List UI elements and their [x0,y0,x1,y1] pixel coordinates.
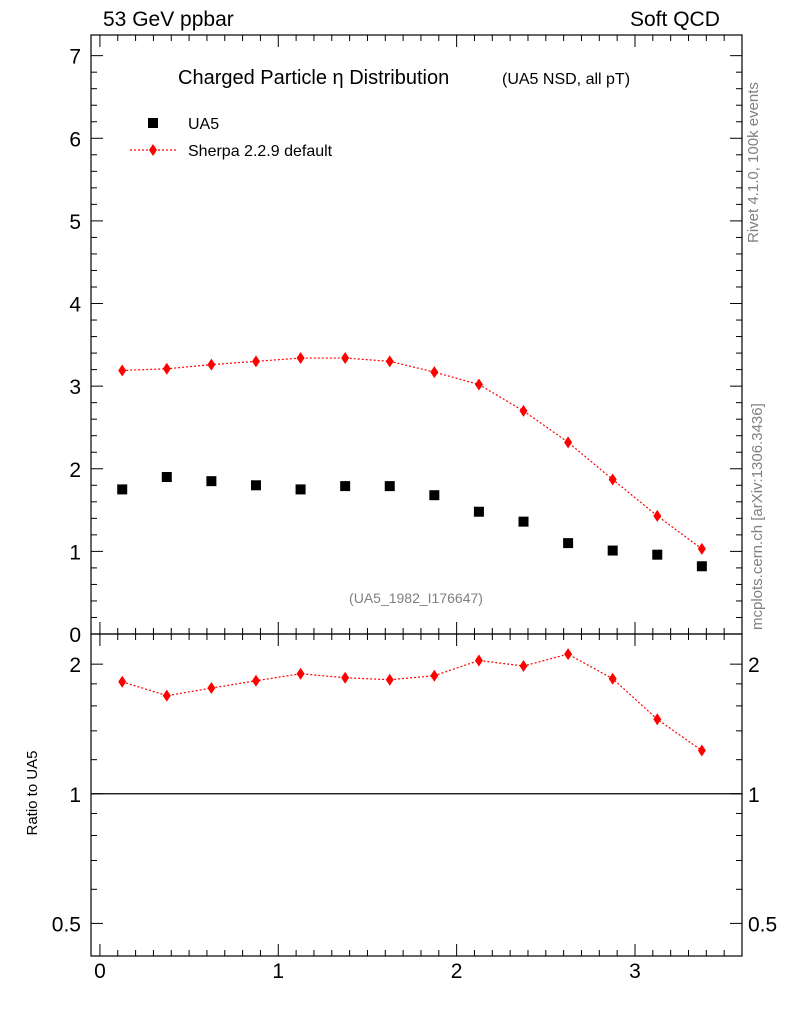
y-tick-label: 5 [69,211,81,234]
ratio-line [122,653,703,752]
x-tick-label: 3 [629,960,641,983]
y-tick-label-right: 0.5 [748,913,777,936]
x-tick-labels: 0 1 2 3 [94,960,641,983]
ratio-point [474,654,483,667]
data-point [563,538,574,549]
y-tick-label: 3 [69,376,81,399]
data-point [429,490,440,501]
category-label: Soft QCD [630,8,720,31]
mc-point [697,542,706,555]
ratio-point [653,713,662,726]
data-point [652,549,663,560]
mc-series-points [118,352,706,555]
data-point [295,484,306,495]
y-tick-label-right: 1 [748,784,760,807]
ratio-point [564,648,573,661]
mc-series-line [122,357,703,550]
ratio-point [118,675,127,688]
ratio-point [385,673,394,686]
data-point [117,484,128,495]
chart-subtitle: (UA5 NSD, all pT) [502,71,630,88]
ratio-y-axis-label: Ratio to UA5 [24,750,41,835]
main-panel: 0 1 2 3 4 5 6 7 Charged Particle η Distribution… [69,34,743,647]
ratio-point [207,682,216,695]
data-point [206,476,217,487]
data-point [696,561,707,572]
data-series-points [117,472,707,572]
mc-point [296,352,305,365]
data-point [607,545,618,556]
mc-point [385,355,394,368]
data-point [518,516,529,527]
y-tick-label: 6 [69,128,81,151]
mc-point [474,378,483,391]
ratio-panel: 0.5 0.5 1 1 2 2 0 1 2 3 Ratio to UA5 [24,633,777,983]
mc-point [251,355,260,368]
ratio-point [251,674,260,687]
y-tick-label: 2 [69,654,81,677]
ratio-point [341,671,350,684]
mc-point [653,509,662,522]
data-point [384,481,395,492]
ratio-point [519,660,528,673]
data-point [473,506,484,517]
data-point [161,472,172,483]
legend-mc-marker [149,144,157,156]
main-y-tick-labels: 0 1 2 3 4 5 6 7 [69,46,81,647]
analysis-id-annotation: (UA5_1982_I176647) [349,590,483,606]
chart-title: Charged Particle η Distribution [178,67,449,89]
y-tick-label: 7 [69,46,81,69]
ratio-point [430,669,439,682]
mc-point [430,366,439,379]
ratio-y-tick-labels: 0.5 0.5 1 1 2 2 [52,654,777,936]
x-tick-label: 2 [451,960,463,983]
legend: UA5 Sherpa 2.2.9 default [130,116,333,160]
ratio-panel-frame [90,633,743,957]
y-tick-label: 1 [69,541,81,564]
ratio-point [296,667,305,680]
y-tick-label: 0 [69,624,81,647]
mc-point [162,362,171,375]
data-point [340,481,351,492]
y-tick-label: 2 [69,459,81,482]
y-tick-label: 4 [69,294,81,317]
mc-point [341,352,350,365]
mc-point [608,473,617,486]
ratio-point [697,744,706,757]
ratio-series-points [118,648,706,757]
legend-data-label: UA5 [188,116,219,133]
x-tick-label: 1 [272,960,284,983]
process-label: 53 GeV ppbar [103,8,234,31]
x-tick-label: 0 [94,960,106,983]
data-point [250,480,261,491]
y-tick-label-right: 2 [748,654,760,677]
legend-mc-label: Sherpa 2.2.9 default [188,143,333,160]
mc-line [122,357,703,550]
ratio-series-line [122,653,703,752]
mc-point [519,404,528,417]
ratio-panel-ticks [91,634,742,956]
y-tick-label: 0.5 [52,913,81,936]
mc-point [118,364,127,377]
y-tick-label: 1 [69,784,81,807]
mc-point [207,358,216,371]
legend-data-marker [148,118,158,128]
mc-point [564,436,573,449]
ratio-point [162,689,171,702]
ratio-point [608,672,617,685]
